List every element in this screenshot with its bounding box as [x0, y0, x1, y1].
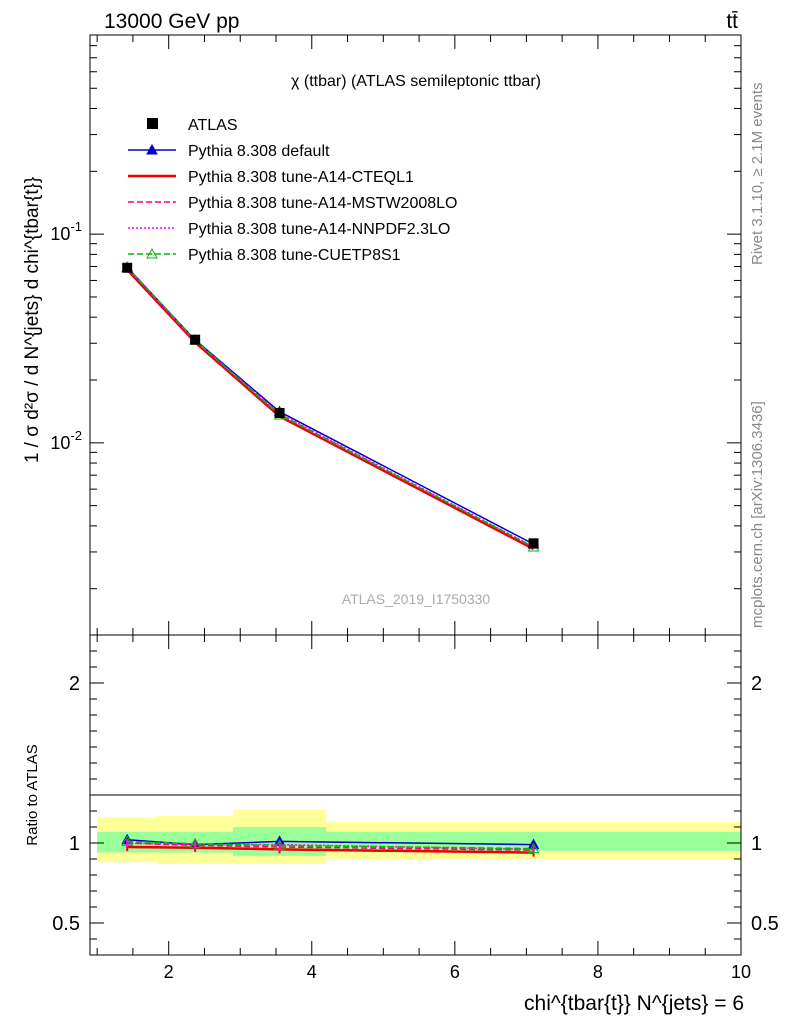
energy-label: 13000 GeV pp: [104, 10, 239, 33]
ratio-line: [127, 840, 534, 850]
rivet-side-label: Rivet 3.1.10, ≥ 2.1M events: [749, 83, 766, 266]
legend-marker: [147, 118, 158, 129]
legend: ATLAS Pythia 8.308 default Pythia 8.308 tu…: [128, 117, 457, 264]
series-line: [126, 266, 534, 548]
ratio-marker: [527, 842, 540, 854]
legend-entry: Pythia 8.308 tune-A14-MSTW2008LO: [128, 195, 457, 212]
legend-label: ATLAS: [188, 117, 238, 134]
legend-marker: [146, 143, 158, 155]
x-tick-label: 2: [164, 962, 174, 982]
series-line: [126, 267, 534, 549]
main-panel: 10-2 10-1 2 4 6 8 10: [50, 34, 751, 982]
plot-title: χ (ttbar) (ATLAS semileptonic ttbar): [291, 73, 541, 90]
ratio-tick-label: 2: [69, 673, 80, 695]
y-tick-label: 10-2: [50, 428, 82, 453]
ratio-line: [127, 842, 534, 851]
x-tick-label: 4: [307, 962, 317, 982]
legend-entry: ATLAS: [147, 117, 238, 134]
legend-label: Pythia 8.308 tune-CUETP8S1: [188, 247, 401, 264]
legend-entry: Pythia 8.308 default: [128, 143, 330, 160]
y-axis-title: 1 / σ d²σ / d N^{jets} d chi^{tbar{t}}: [22, 177, 43, 463]
legend-label: Pythia 8.308 default: [188, 143, 330, 160]
ratio-marker: [189, 837, 202, 849]
ratio-marker: [121, 835, 134, 846]
legend-label: Pythia 8.308 tune-A14-MSTW2008LO: [188, 195, 457, 212]
ratio-line: [127, 842, 534, 851]
ratio-tick-label: 0.5: [751, 913, 779, 935]
series-line: [126, 266, 534, 545]
x-axis-title: chi^{tbar{t}} N^{jets} = 6: [524, 992, 744, 1015]
ratio-axis-title: Ratio to ATLAS: [24, 744, 41, 845]
ratio-tick-label: 1: [69, 833, 80, 855]
ratio-tick-label: 1: [751, 833, 762, 855]
x-tick-label: 10: [731, 962, 751, 982]
y-tick-label: 10-1: [50, 219, 82, 244]
process-label: tt̄: [726, 10, 738, 33]
ratio-marker: [273, 839, 286, 850]
x-tick-label: 8: [593, 962, 603, 982]
ratio-frame: [89, 634, 742, 956]
analysis-id: ATLAS_2019_I1750330: [342, 591, 491, 607]
data-point: [528, 538, 539, 549]
legend-label: Pythia 8.308 tune-A14-NNPDF2.3LO: [188, 221, 450, 238]
x-tick-label: 6: [450, 962, 460, 982]
series-line: [126, 267, 534, 548]
legend-entry: Pythia 8.308 tune-A14-NNPDF2.3LO: [128, 221, 450, 238]
mcplots-side-label: mcplots.cern.ch [arXiv:1306.3436]: [749, 401, 766, 628]
ratio-tick-label: 0.5: [52, 913, 80, 935]
data-point: [274, 407, 285, 418]
data-point: [122, 262, 133, 273]
ratio-tick-label: 2: [751, 673, 762, 695]
ratio-panel: 0.5 0.5 1 1 2 2: [52, 634, 779, 956]
series-line: [126, 268, 535, 551]
ratio-line: [127, 845, 534, 854]
legend-entry: Pythia 8.308 tune-CUETP8S1: [128, 247, 401, 264]
legend-entry: Pythia 8.308 tune-A14-CTEQL1: [128, 169, 414, 186]
ratio-line: [127, 839, 534, 846]
data-point: [190, 334, 201, 345]
legend-marker: [146, 247, 158, 259]
legend-label: Pythia 8.308 tune-A14-CTEQL1: [188, 169, 414, 186]
